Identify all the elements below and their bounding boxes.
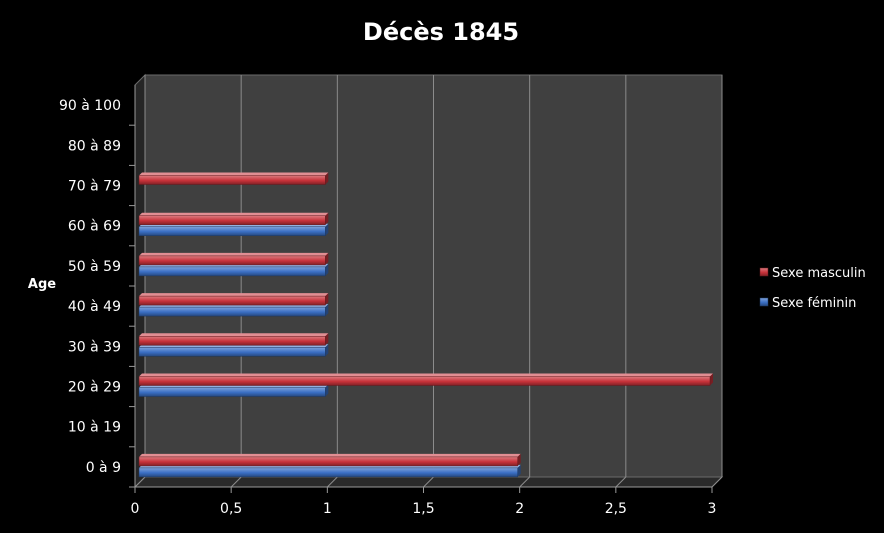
bar	[138, 453, 521, 467]
y-tick-label: 70 à 79	[68, 179, 121, 195]
gridlines	[134, 75, 723, 488]
bar	[138, 464, 521, 478]
y-tick-label: 30 à 39	[68, 339, 121, 355]
y-tick-label: 80 à 89	[68, 138, 121, 154]
plot-area	[133, 73, 724, 489]
x-tick-label: 2,5	[605, 501, 627, 517]
bar	[138, 223, 329, 236]
y-tick-label: 40 à 49	[68, 299, 121, 315]
axes: 0 0,5 1 1,5 2 2,5 3 0 à 9 10 à 19 20 à 29 30 à 39 4…	[59, 85, 716, 517]
x-tick-label: 3	[708, 501, 717, 517]
legend-swatch	[759, 297, 769, 307]
x-tick-label: 0	[131, 501, 140, 517]
bar	[138, 212, 329, 225]
bar	[138, 263, 329, 277]
bar	[138, 333, 329, 346]
legend-swatch	[759, 267, 769, 277]
bar	[138, 373, 713, 386]
y-tick-label: 20 à 29	[68, 380, 121, 396]
bar	[138, 252, 329, 266]
y-tick-label: 60 à 69	[68, 219, 121, 235]
x-gridline-floor	[519, 476, 531, 488]
x-tick-label: 1,5	[412, 501, 434, 517]
bar	[138, 384, 329, 397]
bars	[138, 172, 713, 478]
legend-label: Sexe masculin	[772, 266, 866, 281]
x-tick-label: 1	[323, 501, 332, 517]
x-gridline-floor	[326, 476, 338, 488]
x-gridline-floor	[711, 476, 723, 488]
x-gridline-floor	[615, 476, 627, 488]
chart-title: Décès 1845	[363, 18, 519, 46]
y-tick-label: 10 à 19	[68, 420, 121, 436]
bar	[138, 344, 329, 357]
x-gridline-floor	[134, 476, 146, 488]
legend: Sexe masculin Sexe féminin	[759, 266, 866, 311]
plot-side-wall	[134, 73, 146, 489]
y-tick-label: 90 à 100	[59, 98, 121, 114]
legend-item: Sexe féminin	[759, 296, 856, 311]
y-tick-label: 50 à 59	[68, 259, 121, 275]
x-gridline-floor	[423, 476, 434, 488]
bar	[138, 304, 329, 317]
x-gridline-floor	[230, 476, 242, 488]
x-tick-label: 2	[515, 501, 524, 517]
bar	[138, 293, 329, 306]
bar	[138, 172, 329, 185]
y-tick-label: 0 à 9	[86, 460, 121, 476]
y-axis-title: Age	[28, 277, 56, 292]
legend-item: Sexe masculin	[759, 266, 866, 281]
legend-label: Sexe féminin	[772, 296, 856, 311]
x-tick-label: 0,5	[220, 501, 242, 517]
